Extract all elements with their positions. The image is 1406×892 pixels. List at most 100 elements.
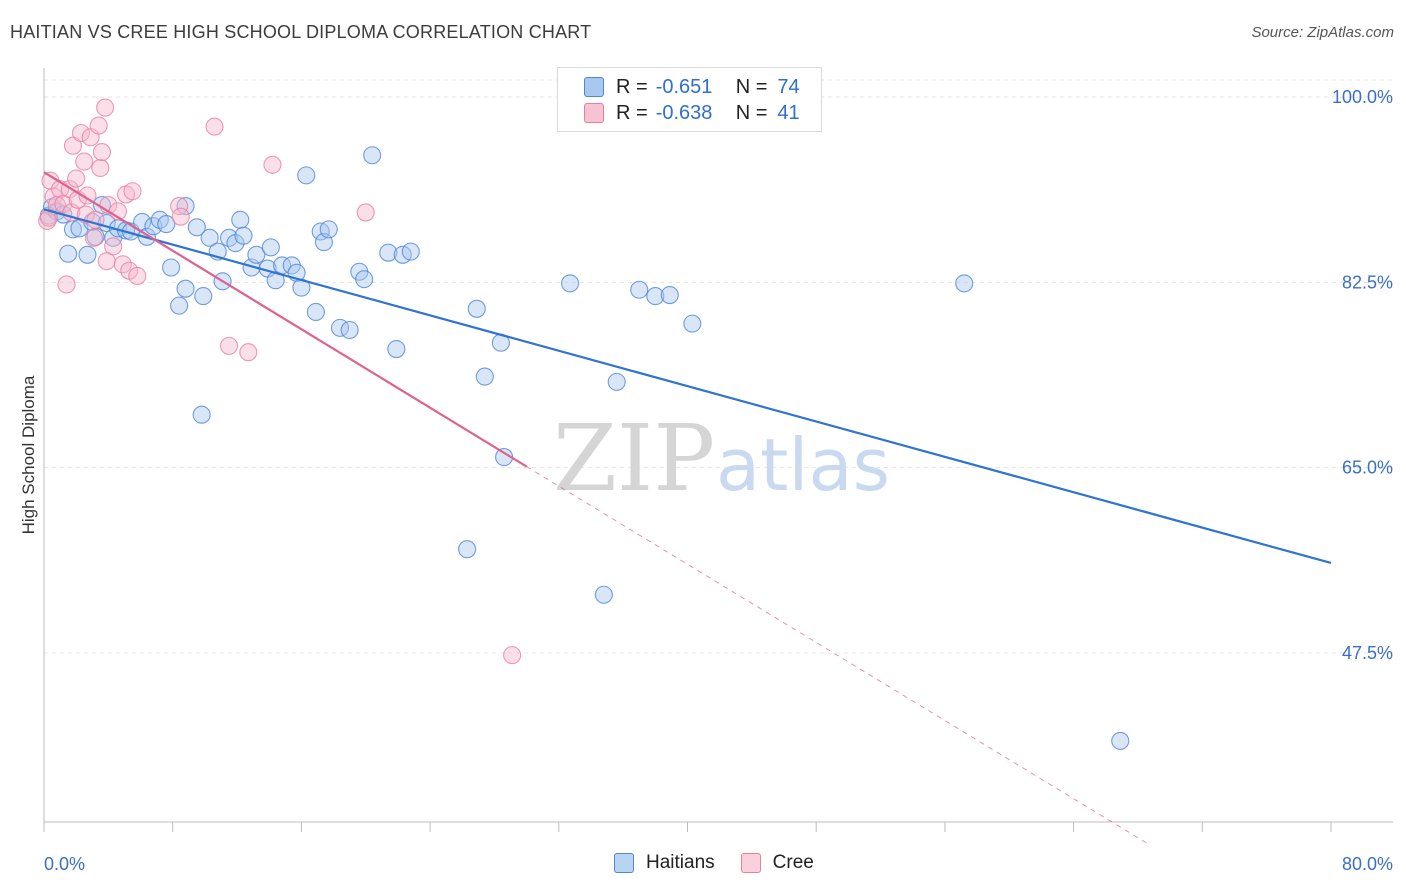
legend-row-haitians: R = -0.651 N = 74	[584, 75, 800, 99]
correlation-legend: R = -0.651 N = 74 R = -0.638 N = 41	[557, 67, 822, 132]
haitians-point	[162, 258, 181, 277]
legend-r-label: R =	[616, 75, 648, 98]
cree-point	[92, 143, 111, 162]
haitians-point	[646, 287, 665, 306]
haitians-point	[594, 585, 613, 604]
haitians-point	[231, 210, 250, 229]
x-tick-label: 0.0%	[44, 854, 85, 874]
series-label-haitians: Haitians	[646, 852, 715, 873]
series-legend-haitians[interactable]: Haitians	[614, 852, 715, 874]
haitians-point	[192, 405, 211, 424]
cree-point	[96, 98, 115, 117]
y-tick-label: 47.5%	[1342, 643, 1393, 663]
data-points	[38, 98, 1130, 750]
cree-point	[57, 275, 76, 294]
series-swatch-haitians	[614, 853, 634, 873]
haitians-point	[340, 320, 359, 340]
legend-row-cree: R = -0.638 N = 41	[584, 101, 800, 125]
haitians-point	[297, 166, 316, 185]
legend-r-value: -0.638	[655, 101, 713, 124]
haitians-trend-line	[43, 208, 1332, 565]
haitians-point	[133, 212, 152, 232]
watermark: ZIP atlas	[553, 405, 890, 512]
legend-r-label: R =	[616, 101, 648, 124]
tick-labels: 100.0% 82.5% 65.0% 47.5% 0.0% 80.0%	[44, 87, 1393, 874]
cree-point	[63, 136, 83, 155]
haitians-point	[955, 274, 974, 293]
haitians-point	[458, 540, 477, 559]
haitians-point	[319, 220, 338, 239]
cree-point	[84, 228, 103, 247]
cree-trend-line	[43, 171, 528, 468]
cree-point	[104, 237, 123, 256]
haitians-point	[194, 287, 213, 306]
cree-point	[219, 336, 239, 355]
haitians-point	[355, 270, 374, 289]
haitians-point	[59, 244, 78, 263]
haitians-point	[187, 218, 206, 237]
series-legend-cree[interactable]: Cree	[740, 852, 814, 874]
y-tick-label: 100.0%	[1332, 87, 1393, 107]
y-tick-label: 82.5%	[1342, 272, 1393, 292]
cree-point	[205, 117, 224, 136]
cree-point	[78, 186, 97, 205]
haitians-point	[607, 372, 626, 391]
cree-point	[239, 343, 258, 362]
cree-point	[71, 123, 91, 143]
cree-point	[75, 152, 94, 171]
haitians-point	[306, 302, 325, 322]
cree-point	[263, 155, 282, 174]
cree-point	[67, 169, 86, 188]
haitians-point	[176, 279, 195, 298]
series-label-cree: Cree	[772, 852, 814, 873]
chart-title: HAITIAN VS CREE HIGH SCHOOL DIPLOMA CORR…	[10, 22, 592, 42]
cree-point	[503, 646, 522, 665]
legend-n-label: N =	[735, 101, 768, 124]
haitians-point	[660, 285, 679, 305]
legend-n-value: 74	[777, 75, 800, 98]
cree-point	[89, 116, 108, 135]
cree-point	[128, 266, 147, 286]
legend-n-label: N =	[735, 75, 768, 98]
haitians-point	[379, 243, 398, 262]
haitians-point	[387, 340, 406, 359]
cree-point	[39, 208, 58, 227]
cree-point	[38, 211, 57, 230]
axes	[43, 68, 1393, 832]
haitians-point	[363, 146, 382, 165]
haitians-point	[1111, 731, 1130, 750]
trend-lines	[43, 171, 1332, 845]
haitians-point	[200, 228, 219, 247]
haitians-point	[234, 226, 253, 245]
haitians-point	[78, 245, 97, 264]
cree-trend-extension	[526, 466, 1148, 845]
watermark-atlas: atlas	[716, 423, 890, 507]
series-legend: Haitians Cree	[614, 852, 840, 874]
haitians-point	[170, 296, 189, 315]
x-tick-label: 80.0%	[1342, 854, 1393, 874]
chart-source: Source: ZipAtlas.com	[1251, 24, 1394, 41]
haitians-point	[261, 238, 280, 257]
cree-point	[91, 158, 110, 178]
series-swatch-cree	[740, 853, 761, 873]
legend-swatch-haitians	[584, 77, 604, 97]
y-tick-label: 65.0%	[1342, 458, 1393, 478]
watermark-zip: ZIP	[553, 405, 715, 512]
haitians-point	[683, 314, 702, 333]
haitians-point	[157, 215, 176, 234]
cree-point	[171, 207, 190, 226]
haitians-point	[401, 242, 420, 261]
haitians-point	[630, 280, 649, 299]
legend-r-value: -0.651	[655, 75, 713, 98]
legend-swatch-cree	[584, 103, 604, 123]
haitians-point	[247, 245, 266, 264]
y-axis-title: High School Diploma	[19, 375, 38, 534]
haitians-point	[176, 197, 195, 216]
grid-lines	[44, 79, 1393, 654]
cree-point	[356, 203, 375, 222]
haitians-point	[467, 299, 486, 318]
legend-n-value: 41	[777, 101, 800, 124]
haitians-point	[561, 274, 580, 293]
haitians-point	[475, 367, 494, 386]
